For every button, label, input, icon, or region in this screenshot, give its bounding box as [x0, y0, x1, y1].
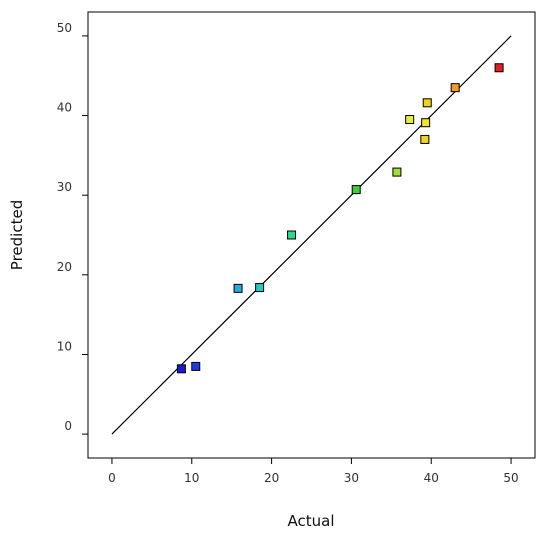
data-point — [450, 83, 460, 93]
data-point — [392, 167, 402, 177]
x-tick-label: 30 — [344, 471, 359, 485]
y-tick-label: 30 — [57, 180, 72, 194]
x-tick-label: 40 — [424, 471, 439, 485]
y-tick-label: 40 — [57, 101, 72, 115]
reference-line — [111, 35, 512, 435]
data-point — [421, 118, 431, 128]
data-point — [405, 115, 415, 125]
y-axis-ticks: 0 10 20 30 40 50 — [57, 21, 88, 435]
data-point — [422, 98, 432, 108]
data-point — [420, 134, 430, 144]
data-point — [176, 364, 186, 374]
x-tick-label: 50 — [503, 471, 518, 485]
y-axis-title: Predicted — [8, 200, 26, 270]
data-point — [351, 185, 361, 195]
data-point — [494, 63, 504, 73]
y-tick-label: 0 — [64, 419, 72, 433]
plot-frame — [87, 11, 536, 459]
x-tick-label: 20 — [264, 471, 279, 485]
data-point — [287, 230, 297, 240]
y-tick-label: 10 — [57, 339, 72, 353]
x-tick-label: 0 — [108, 471, 116, 485]
data-point — [233, 283, 243, 293]
data-points — [176, 63, 504, 374]
y-tick-label: 20 — [57, 260, 72, 274]
data-point — [255, 283, 265, 293]
x-tick-label: 10 — [184, 471, 199, 485]
data-point — [191, 361, 201, 371]
x-axis-ticks: 0 10 20 30 40 50 — [108, 458, 519, 485]
x-axis-title: Actual — [288, 512, 335, 530]
y-tick-label: 50 — [57, 21, 72, 35]
